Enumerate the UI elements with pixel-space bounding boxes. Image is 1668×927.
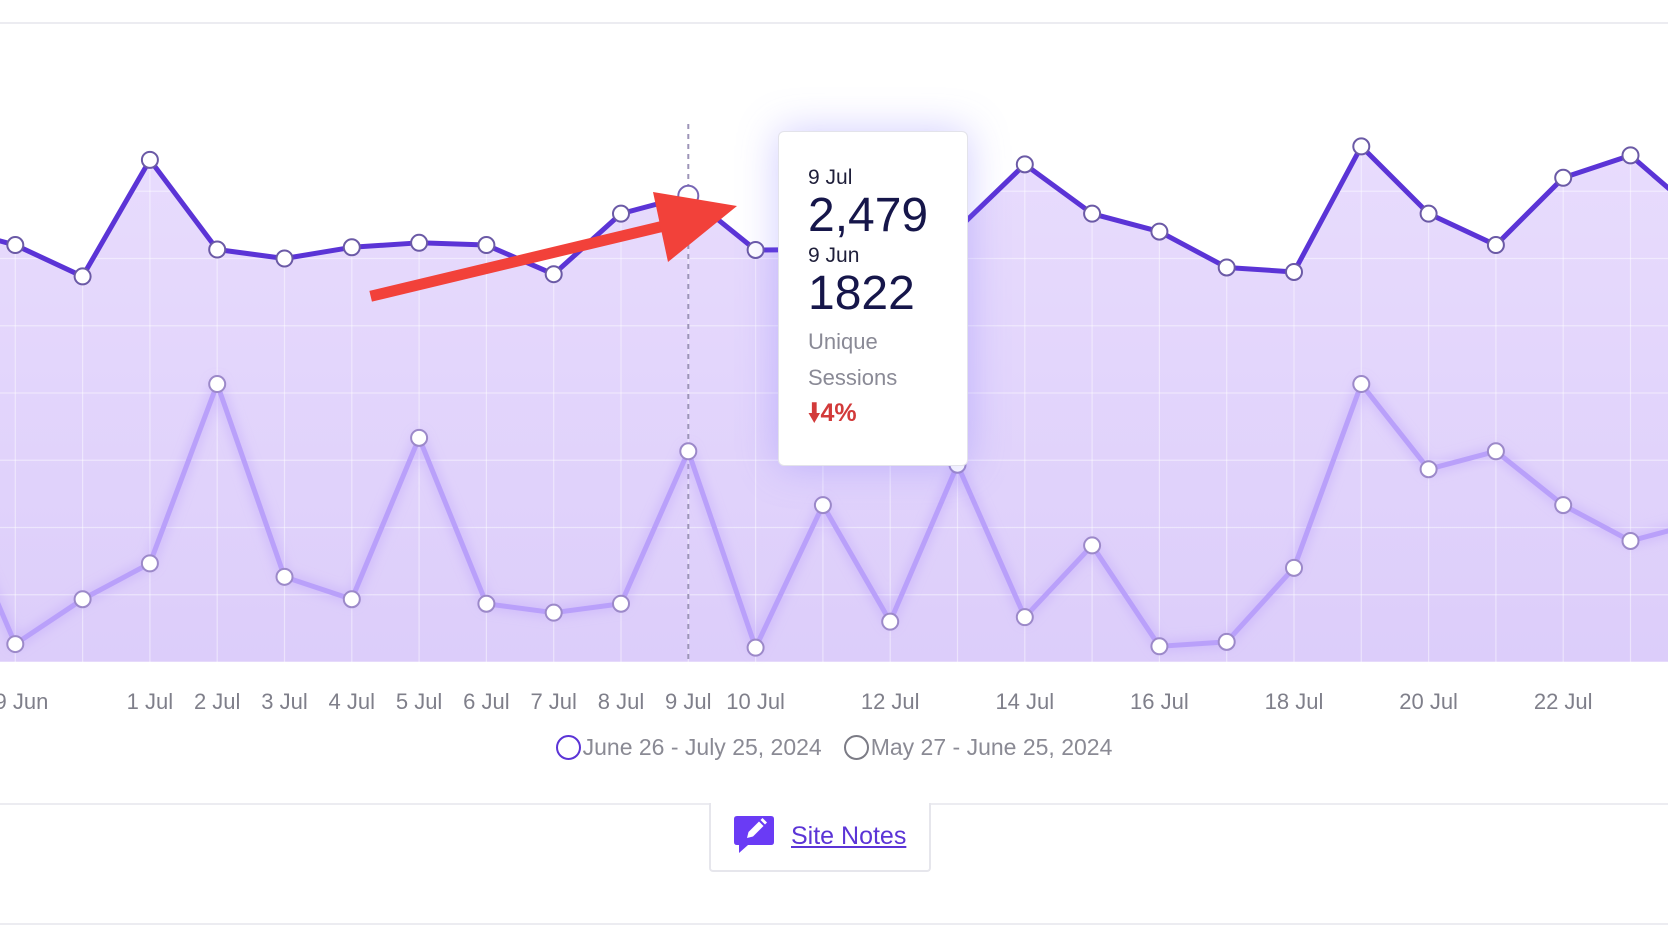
- data-point: [208, 240, 227, 259]
- top-divider: [0, 22, 1668, 24]
- chart-tooltip: 9 Jul 2,479 9 Jun 1822 Unique Sessions 🠛…: [778, 131, 968, 466]
- x-tick-label: 16 Jul: [1130, 689, 1189, 714]
- data-point: [140, 150, 159, 169]
- data-point: [1150, 637, 1169, 656]
- site-notes-link[interactable]: Site Notes: [791, 822, 907, 850]
- data-point: [1554, 168, 1573, 187]
- tooltip-change-value: 4%: [820, 399, 857, 427]
- data-point: [1015, 155, 1034, 174]
- x-tick-label: 1 Jul: [127, 689, 173, 714]
- data-point: [746, 240, 765, 259]
- tooltip-previous-value: 1822: [808, 267, 915, 320]
- legend-item-previous[interactable]: May 27 - June 25, 2024: [843, 733, 1113, 761]
- data-point: [275, 249, 294, 268]
- x-tick-label: 2 Jul: [194, 689, 240, 714]
- data-point: [612, 594, 630, 613]
- x-tick-label: 3 Jul: [261, 689, 307, 714]
- tooltip-current-date: 9 Jul: [808, 166, 853, 189]
- legend-swatch-current: [555, 734, 581, 760]
- x-tick-label: 12 Jul: [861, 689, 920, 714]
- data-point: [208, 375, 227, 394]
- data-point: [1621, 146, 1640, 165]
- data-point: [1621, 531, 1640, 550]
- x-tick-label: 29 Jun: [0, 689, 48, 714]
- arrow-down-icon: 🠛: [808, 399, 821, 427]
- data-point: [275, 567, 294, 586]
- data-point: [477, 236, 496, 255]
- legend-swatch-previous: [843, 734, 869, 760]
- tooltip-change: 🠛4%: [808, 396, 967, 430]
- data-point: [746, 638, 765, 657]
- data-point: [544, 603, 563, 622]
- x-axis-ticks: 29 Jun 1 Jul 2 Jul 3 Jul 4 Jul 5 Jul 6 Jul 7 Ju…: [0, 689, 1593, 714]
- data-point: [1419, 204, 1438, 223]
- data-point: [813, 496, 832, 515]
- data-point: [6, 236, 25, 255]
- data-point: [477, 594, 496, 613]
- bottom-divider: [0, 923, 1668, 925]
- data-point: [679, 442, 698, 461]
- data-point: [140, 554, 159, 573]
- tooltip-current-value: 2,479: [808, 189, 929, 242]
- data-point: [1419, 460, 1438, 479]
- data-point: [1015, 608, 1034, 627]
- x-tick-label: 7 Jul: [530, 689, 576, 714]
- data-point: [342, 238, 361, 257]
- data-point: [881, 612, 900, 631]
- data-point: [1217, 258, 1236, 277]
- x-tick-label: 5 Jul: [396, 689, 442, 714]
- x-tick-label: 10 Jul: [726, 689, 785, 714]
- x-tick-label: 20 Jul: [1399, 689, 1458, 714]
- x-tick-label: 14 Jul: [995, 689, 1054, 714]
- edit-note-icon: [733, 813, 775, 860]
- data-point: [1083, 204, 1102, 223]
- tooltip-previous-date: 9 Jun: [808, 244, 860, 267]
- data-point: [410, 428, 429, 447]
- tooltip-metric-label: Unique Sessions: [808, 329, 898, 390]
- data-point: [1285, 558, 1303, 577]
- data-point: [1352, 375, 1371, 394]
- legend-label-previous: May 27 - June 25, 2024: [870, 733, 1113, 760]
- data-point: [1083, 536, 1102, 555]
- data-point: [1352, 137, 1371, 156]
- data-point: [544, 265, 563, 284]
- x-tick-label: 22 Jul: [1534, 689, 1593, 714]
- annotation-arrow: [369, 192, 737, 302]
- data-point: [1486, 442, 1505, 461]
- data-point: [1285, 262, 1303, 281]
- data-point: [1150, 222, 1169, 241]
- data-point: [73, 267, 92, 286]
- data-point: [6, 635, 25, 654]
- x-tick-label: 6 Jul: [463, 689, 509, 714]
- site-notes-button[interactable]: Site Notes: [709, 803, 931, 872]
- x-tick-label: 4 Jul: [329, 689, 375, 714]
- chart-legend: June 26 - July 25, 2024 May 27 - June 25…: [0, 730, 1668, 764]
- legend-label-current: June 26 - July 25, 2024: [582, 733, 822, 760]
- x-tick-label: 8 Jul: [598, 689, 644, 714]
- series-previous: [0, 375, 1668, 657]
- data-point: [73, 590, 92, 609]
- data-point: [1217, 632, 1236, 651]
- legend-item-current[interactable]: June 26 - July 25, 2024: [555, 733, 822, 761]
- data-point: [612, 204, 630, 223]
- data-point: [1554, 496, 1573, 515]
- data-point: [342, 590, 361, 609]
- x-tick-label: 18 Jul: [1265, 689, 1324, 714]
- data-point: [410, 233, 429, 252]
- x-tick-label: 9 Jul: [665, 689, 711, 714]
- data-point: [1486, 236, 1505, 255]
